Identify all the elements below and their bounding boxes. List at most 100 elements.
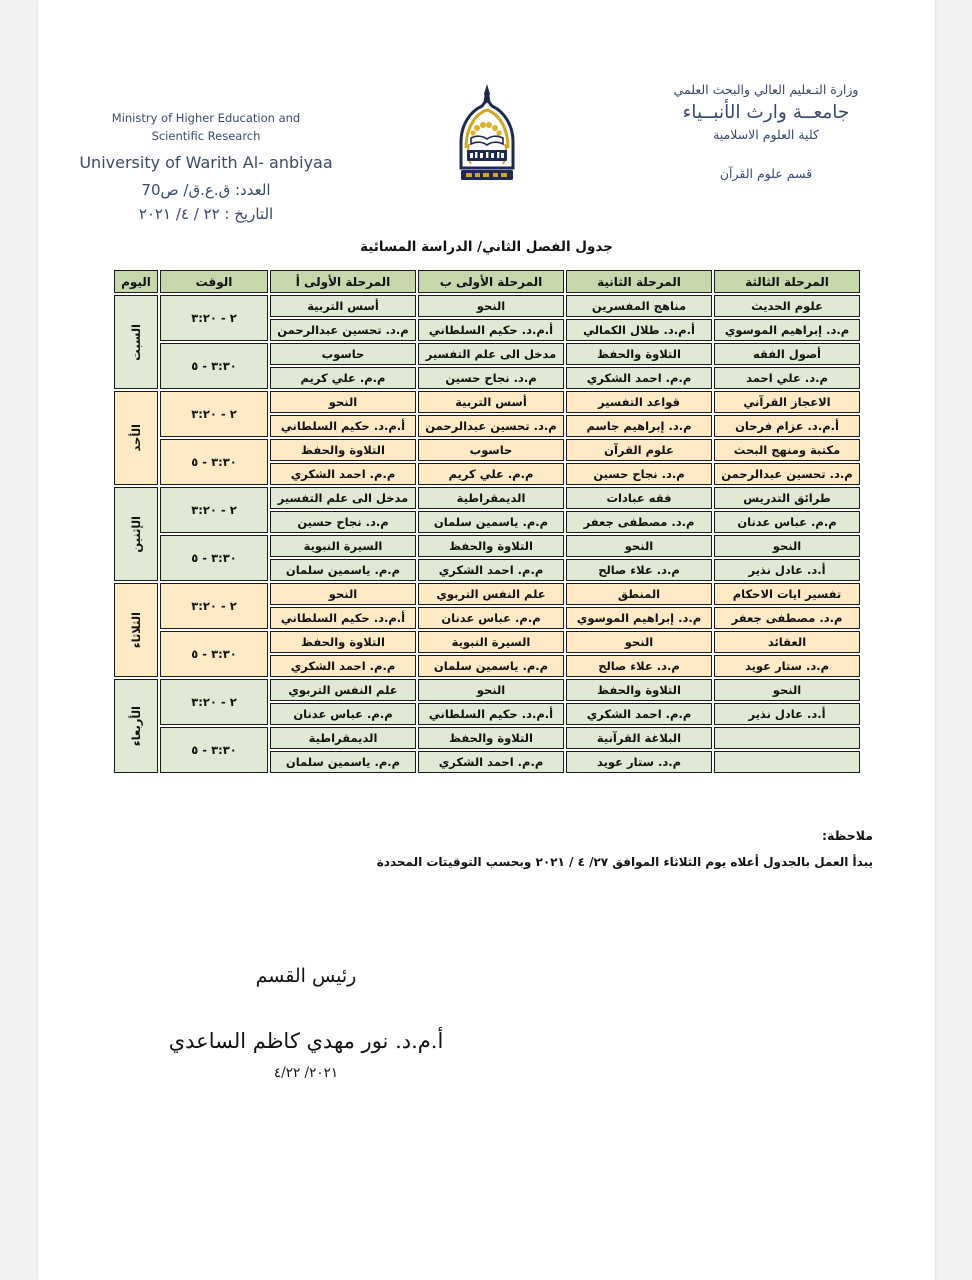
time-cell: ٣:٣٠ - ٥ [160, 439, 268, 485]
teacher-cell: م.م. احمد الشكري [418, 751, 564, 773]
table-row: م.د. ستار عويد م.م. احمد الشكري م.م. ياسمي… [114, 751, 860, 773]
table-row: أ.د. عادل نذير م.م. احمد الشكري أ.م.د. حكي… [114, 703, 860, 725]
subject-cell: السيرة النبوية [270, 535, 416, 557]
table-row: أ.م.د. عزام فرحان م.د. إبراهيم جاسم م.د. ت… [114, 415, 860, 437]
day-label: السبت [129, 323, 143, 361]
teacher-cell: م.د. إبراهيم الموسوي [714, 319, 860, 341]
note-section: ملاحظة: يبدأ العمل بالجدول أعلاه يوم الث… [377, 828, 873, 869]
day-label: الأربعاء [129, 705, 143, 747]
subject-cell: أسس التربية [270, 295, 416, 317]
teacher-cell: م.د. ستار عويد [714, 655, 860, 677]
teacher-cell: أ.م.د. طلال الكمالي [566, 319, 712, 341]
university-english: University of Warith Al- anbiyaa [79, 152, 333, 172]
signature-block: رئيس القسم أ.م.د. نور مهدي كاظم الساعدي … [156, 965, 456, 1081]
schedule-title: جدول الفصل الثاني/ الدراسة المسائية [360, 239, 613, 255]
subject-cell: السيرة النبوية [418, 631, 564, 653]
table-row: م.د. ستار عويد م.د. علاء صالح م.م. ياسمين … [114, 655, 860, 677]
note-body: يبدأ العمل بالجدول أعلاه يوم الثلاثاء ال… [376, 855, 873, 869]
table-row: النحو التلاوة والحفظ النحو علم النفس التربو… [114, 679, 860, 773]
teacher-cell: أ.م.د. عزام فرحان [714, 415, 860, 437]
table-row: م.م. عباس عدنان م.د. مصطفى جعفر م.م. ياسمي… [114, 511, 860, 533]
subject-cell: علوم القرآن [566, 439, 712, 461]
time-cell: ٢ - ٣:٢٠ [160, 391, 268, 437]
subject-cell: النحو [714, 679, 860, 701]
table-row: تفسير ايات الاحكام المنطق علم النفس التربو… [114, 583, 860, 677]
teacher-cell [714, 751, 860, 773]
table-row: مكتبة ومنهج البحث علوم القرآن حاسوب التلاوة… [114, 439, 860, 485]
column-header-stage1b: المرحلة الأولى ب [418, 270, 564, 293]
subject-cell: فقه عبادات [566, 487, 712, 509]
subject-cell: التلاوة والحفظ [270, 631, 416, 653]
subject-cell: تفسير ايات الاحكام [714, 583, 860, 605]
note-heading: ملاحظة: [822, 828, 873, 843]
subject-cell: الديمقراطية [270, 727, 416, 749]
subject-cell: النحو [714, 535, 860, 557]
reference-number: العدد: ق.ع.ق/ ص70 [141, 180, 271, 199]
teacher-cell: أ.د. عادل نذير [714, 703, 860, 725]
subject-cell: علوم الحديث [714, 295, 860, 317]
document-date: التاريخ : ٢٢ / ٤/ ٢٠٢١ [138, 204, 274, 223]
subject-cell: النحو [418, 295, 564, 317]
subject-cell: العقائد [714, 631, 860, 653]
day-cell: السبت [114, 295, 158, 389]
table-row: أ.د. عادل نذير م.د. علاء صالح م.م. احمد ال… [114, 559, 860, 581]
table-row: البلاغة القرآنية التلاوة والحفظ الديمقراطي… [114, 727, 860, 773]
header-english-block: Ministry of Higher Education and Scienti… [56, 110, 356, 223]
table-row: الاعجاز القرآني قواعد التفسير أسس التربية ا… [114, 391, 860, 485]
subject-cell: البلاغة القرآنية [566, 727, 712, 749]
teacher-cell: م.م. ياسمين سلمان [270, 751, 416, 773]
teacher-cell: م.د. تحسين عبدالرحمن [418, 415, 564, 437]
signature-role: رئيس القسم [255, 965, 358, 987]
teacher-cell: م.د. علاء صالح [566, 655, 712, 677]
ministry-arabic: وزارة التـعليم العالي والبحث العلمي [673, 82, 859, 97]
subject-cell: التلاوة والحفظ [270, 439, 416, 461]
table-row: م.د. مصطفى جعفر م.د. إبراهيم الموسوي م.م. … [114, 607, 860, 629]
subject-cell: طرائق التدريس [714, 487, 860, 509]
column-header-day: اليوم [114, 270, 158, 293]
subject-cell: النحو [270, 583, 416, 605]
teacher-cell: م.د. علاء صالح [566, 559, 712, 581]
subject-cell [714, 727, 860, 749]
teacher-cell: م.م. عباس عدنان [714, 511, 860, 533]
subject-cell: مكتبة ومنهج البحث [714, 439, 860, 461]
subject-cell: أسس التربية [418, 391, 564, 413]
subject-cell: النحو [418, 679, 564, 701]
teacher-cell: م.د. ستار عويد [566, 751, 712, 773]
table-row: العقائد النحو السيرة النبوية التلاوة والحفظ… [114, 631, 860, 677]
teacher-cell: م.م. احمد الشكري [418, 559, 564, 581]
subject-cell: الاعجاز القرآني [714, 391, 860, 413]
teacher-cell: م.د. نجاح حسين [270, 511, 416, 533]
day-cell: الأحد [114, 391, 158, 485]
time-cell: ٣:٣٠ - ٥ [160, 535, 268, 581]
teacher-cell: م.م. ياسمين سلمان [418, 511, 564, 533]
signature-name: أ.م.د. نور مهدي كاظم الساعدي [168, 1029, 445, 1053]
subject-cell: مدخل الى علم التفسير [418, 343, 564, 365]
subject-cell: التلاوة والحفظ [566, 679, 712, 701]
department-arabic: قسم علوم القرآن [719, 166, 813, 181]
subject-cell: التلاوة والحفظ [418, 535, 564, 557]
teacher-cell: أ.م.د. حكيم السلطاني [270, 607, 416, 629]
day-cell: الثلاثاء [114, 583, 158, 677]
teacher-cell: م.د. إبراهيم الموسوي [566, 607, 712, 629]
subject-cell: علم النفس التربوي [418, 583, 564, 605]
day-label: الإثنين [129, 515, 143, 553]
time-cell: ٣:٣٠ - ٥ [160, 631, 268, 677]
day-label: الثلاثاء [129, 611, 143, 649]
time-cell: ٣:٣٠ - ٥ [160, 343, 268, 389]
teacher-cell: م.م. عباس عدنان [270, 703, 416, 725]
day-cell: الإثنين [114, 487, 158, 581]
table-row: النحو النحو التلاوة والحفظ السيرة النبوية ٣:… [114, 535, 860, 581]
time-cell: ٢ - ٣:٢٠ [160, 487, 268, 533]
teacher-cell: م.د. مصطفى جعفر [714, 607, 860, 629]
university-crest-logo [435, 82, 539, 188]
table-row: علوم الحديث مناهج المفسرين النحو أسس التربي… [114, 295, 860, 389]
teacher-cell: م.د. مصطفى جعفر [566, 511, 712, 533]
day-cell: الأربعاء [114, 679, 158, 773]
subject-cell: قواعد التفسير [566, 391, 712, 413]
schedule-table-body: علوم الحديث مناهج المفسرين النحو أسس التربي… [114, 295, 860, 773]
subject-cell: النحو [566, 535, 712, 557]
teacher-cell: م.م. عباس عدنان [418, 607, 564, 629]
schedule-table: المرحلة الثالثة المرحلة الثانية المرحلة … [112, 268, 862, 775]
signature-date: ٢٠٢١/ ٤/٢٢ [273, 1065, 339, 1081]
teacher-cell: م.د. علي احمد [714, 367, 860, 389]
